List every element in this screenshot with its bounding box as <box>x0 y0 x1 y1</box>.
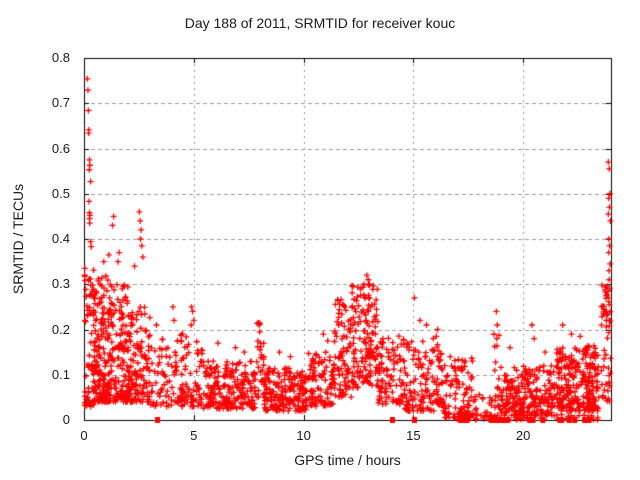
x-tick-label: 0 <box>80 428 88 443</box>
x-tick-label: 20 <box>515 428 531 443</box>
y-tick-label: 0.4 <box>51 231 70 246</box>
chart-title: Day 188 of 2011, SRMTID for receiver kou… <box>184 15 456 31</box>
y-tick-label: 0.8 <box>51 50 70 65</box>
y-tick-label: 0.1 <box>51 366 70 382</box>
y-tick-label: 0.2 <box>51 321 70 337</box>
x-axis-label: GPS time / hours <box>294 452 401 468</box>
x-tick-label: 15 <box>406 428 421 443</box>
y-tick-label: 0.3 <box>51 276 70 292</box>
y-tick-label: 0.5 <box>51 185 70 201</box>
x-tick-label: 10 <box>296 428 311 443</box>
x-tick-label: 5 <box>190 428 198 443</box>
y-tick-label: 0 <box>62 412 70 427</box>
y-tick-label: 0.7 <box>51 95 70 111</box>
y-tick-label: 0.6 <box>51 140 70 156</box>
